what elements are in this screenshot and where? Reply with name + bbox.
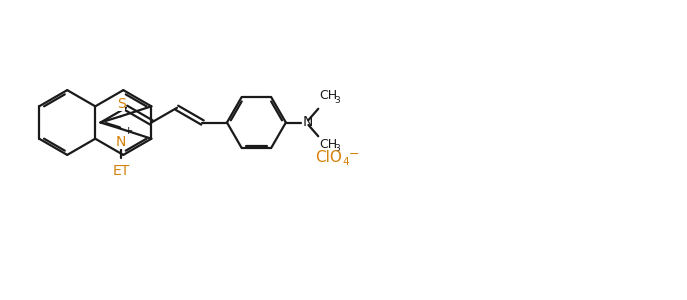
Text: N: N — [302, 115, 313, 129]
Text: CH: CH — [319, 138, 337, 151]
Text: S: S — [117, 97, 126, 111]
Text: 4: 4 — [343, 157, 349, 167]
Text: ClO: ClO — [315, 150, 342, 165]
Text: 3: 3 — [335, 96, 340, 105]
Text: ET: ET — [113, 164, 130, 178]
Text: CH: CH — [319, 89, 337, 102]
Text: +: + — [124, 126, 133, 136]
Text: −: − — [348, 147, 359, 161]
Text: N: N — [115, 135, 126, 149]
Text: 3: 3 — [335, 144, 340, 153]
